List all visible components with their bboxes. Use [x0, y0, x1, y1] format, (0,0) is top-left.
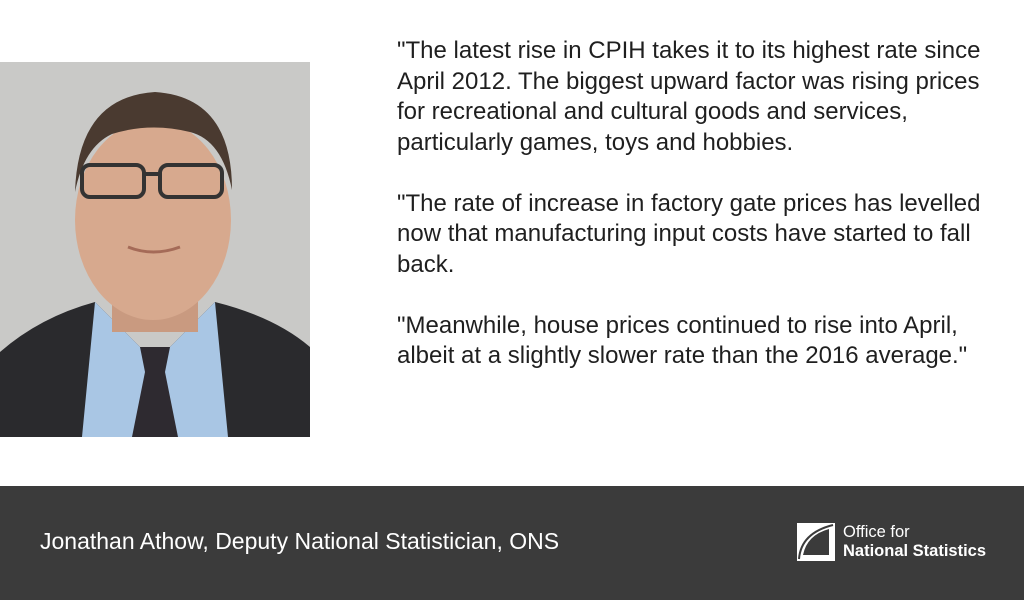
- quote-paragraph: "The latest rise in CPIH takes it to its…: [397, 37, 981, 156]
- logo-text: Office for National Statistics: [843, 523, 986, 561]
- logo-arc: [798, 524, 834, 560]
- logo-line: National Statistics: [843, 542, 987, 560]
- logo-icon: [797, 523, 835, 561]
- ons-logo: Office for National Statistics: [797, 523, 997, 563]
- attribution: Jonathan Athow, Deputy National Statisti…: [40, 528, 560, 554]
- mouth: [127, 245, 181, 254]
- hair: [75, 92, 232, 192]
- quote-paragraph: "The rate of increase in factory gate pr…: [397, 189, 981, 278]
- tie: [132, 347, 178, 437]
- quote-paragraph: "Meanwhile, house prices continued to ri…: [397, 311, 968, 370]
- face: [75, 120, 231, 320]
- logo-line: Office for: [843, 523, 910, 541]
- quote: "The latest rise in CPIH takes it to its…: [397, 36, 997, 402]
- glasses-right: [158, 163, 224, 199]
- footer: Jonathan Athow, Deputy National Statisti…: [0, 486, 1024, 600]
- glasses-left: [80, 163, 146, 199]
- logo-curve: [803, 529, 829, 555]
- portrait-photo: [0, 62, 310, 437]
